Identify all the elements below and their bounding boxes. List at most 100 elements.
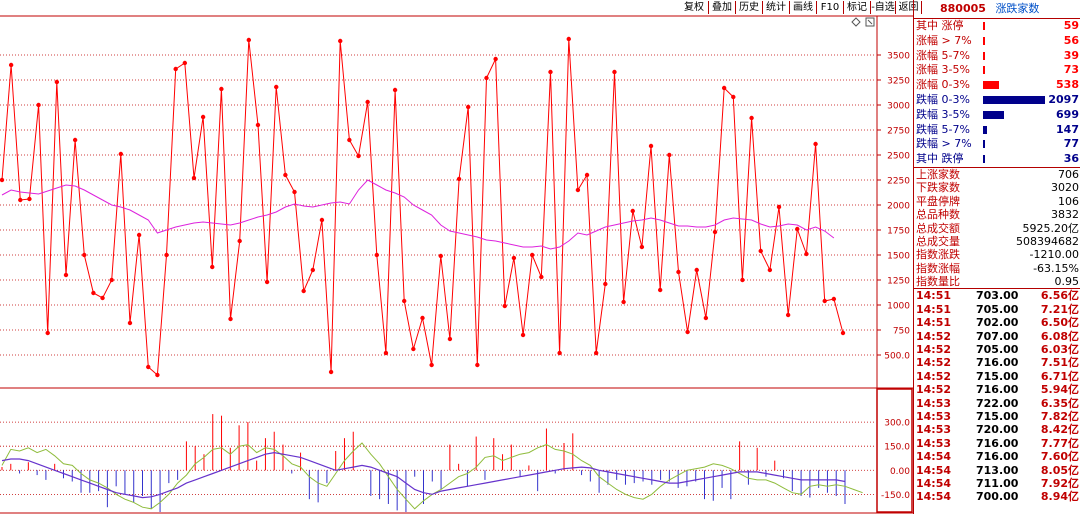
toolbar-button-5[interactable]: F10 <box>817 1 844 14</box>
stat-value: 39 <box>1063 48 1079 62</box>
stat-label: 跌幅 0-3% <box>916 92 970 106</box>
stat-bar <box>983 140 986 149</box>
data-point <box>164 252 169 258</box>
data-point <box>731 94 736 100</box>
stats-list: 其中 涨停 59 涨幅 > 7% 56 涨幅 5-7% 39 涨幅 3-5% 73 涨幅 0-3… <box>914 19 1080 167</box>
right-panel: 880005 涨跌家数 其中 涨停 59 涨幅 > 7% 56 涨幅 5-7% 39 涨幅 … <box>913 0 1080 514</box>
stat-row: 跌幅 0-3% 2097 <box>914 93 1080 108</box>
data-point <box>767 267 773 273</box>
data-point <box>374 252 379 258</box>
toolbar-button-8[interactable]: 返回 <box>896 1 922 14</box>
toolbar-button-0[interactable]: 复权 <box>680 1 709 14</box>
data-point <box>0 177 5 183</box>
summary-row: 总成交额 5925.20亿 <box>914 222 1080 235</box>
advance-count-line <box>1 38 844 377</box>
stat-label: 涨幅 > 7% <box>916 33 972 47</box>
upper-tick-label: 3250 <box>887 77 910 87</box>
tick-amount: 8.05亿 <box>1040 463 1079 477</box>
data-point <box>776 204 782 210</box>
data-point <box>301 288 306 294</box>
data-point <box>356 153 361 159</box>
stat-label: 涨幅 5-7% <box>916 48 970 62</box>
summary-value: -63.15% <box>1033 261 1079 275</box>
data-point <box>813 141 818 147</box>
upper-tick-label: 1750 <box>887 227 910 237</box>
toolbar-button-3[interactable]: 统计 <box>763 1 790 14</box>
data-point <box>785 312 791 318</box>
toolbar-button-4[interactable]: 画线 <box>790 1 817 14</box>
upper-tick-label: 1500 <box>887 252 910 262</box>
data-point <box>584 172 590 178</box>
tick-amount: 7.82亿 <box>1040 410 1079 423</box>
summary-row: 下跌家数 3020 <box>914 181 1080 194</box>
tick-row: 14:51 702.00 6.50亿 <box>914 316 1080 329</box>
summary-value: 3020 <box>1051 181 1079 195</box>
summary-label: 总成交额 <box>916 221 960 235</box>
data-point <box>804 251 809 257</box>
stat-label: 涨幅 0-3% <box>916 78 970 92</box>
summary-list: 上涨家数 706 下跌家数 3020 平盘停牌 106 总品种数 3832 总成交额 5925.2… <box>914 168 1080 289</box>
data-point <box>255 122 261 128</box>
upper-tick-label: 1000 <box>887 302 910 312</box>
tick-list[interactable]: 14:51 703.00 6.56亿 14:51 705.00 7.21亿 14:51 702… <box>914 289 1080 503</box>
tick-row: 14:53 715.00 7.82亿 <box>914 410 1080 423</box>
stat-bar <box>983 95 1045 104</box>
stat-value: 59 <box>1063 19 1079 32</box>
tick-price: 716.00 <box>976 450 1019 464</box>
data-point <box>438 253 443 259</box>
upper-tick-label: 2750 <box>887 127 910 137</box>
summary-row: 平盘停牌 106 <box>914 195 1080 208</box>
summary-value: 106 <box>1058 194 1079 208</box>
data-point <box>447 336 453 342</box>
upper-chart <box>0 36 846 378</box>
data-point <box>155 372 160 378</box>
data-point <box>712 229 718 235</box>
stat-bar <box>983 22 985 30</box>
toolbar-button-7[interactable]: -自选 <box>871 1 896 14</box>
tick-row: 14:52 716.00 7.51亿 <box>914 356 1080 369</box>
data-point <box>685 329 690 335</box>
tick-time: 14:52 <box>916 329 952 343</box>
tick-amount: 6.08亿 <box>1040 329 1079 343</box>
tick-price: 715.00 <box>976 410 1019 423</box>
data-point <box>210 264 215 270</box>
data-point <box>146 364 151 370</box>
data-point <box>758 248 763 254</box>
stat-row: 涨幅 3-5% 73 <box>914 63 1080 78</box>
data-point <box>191 175 197 181</box>
tick-price: 716.00 <box>976 436 1019 450</box>
tick-time: 14:53 <box>916 436 952 450</box>
data-point <box>8 62 14 68</box>
summary-label: 指数涨幅 <box>916 261 960 275</box>
data-point <box>82 252 87 258</box>
data-point <box>703 315 709 321</box>
upper-tick-label: 750 <box>893 327 910 337</box>
upper-tick-label: 2250 <box>887 177 910 187</box>
tick-price: 722.00 <box>976 396 1019 410</box>
upper-tick-label: 3000 <box>887 102 910 112</box>
axis-labels: 3500 3250 3000 2750 2500 2250 2000 1750 1500 1250… <box>881 52 910 501</box>
stat-bar <box>983 36 985 45</box>
data-point <box>45 330 50 336</box>
toolbar-button-2[interactable]: 历史 <box>736 1 763 14</box>
summary-label: 上涨家数 <box>916 167 960 181</box>
data-point <box>54 79 60 85</box>
tick-time: 14:54 <box>916 463 952 477</box>
data-point <box>612 69 617 75</box>
tick-price: 705.00 <box>976 343 1019 357</box>
tick-time: 14:54 <box>916 450 952 464</box>
data-point <box>200 114 206 120</box>
stat-label: 涨幅 3-5% <box>916 63 970 77</box>
stat-bar <box>983 155 985 164</box>
toolbar-button-6[interactable]: 标记 <box>844 1 871 14</box>
stat-value: 538 <box>1056 78 1079 92</box>
data-point <box>383 350 389 356</box>
slow-average-line <box>1 451 846 499</box>
stat-row: 涨幅 5-7% 39 <box>914 49 1080 64</box>
data-point <box>292 189 297 195</box>
toolbar-button-1[interactable]: 叠加 <box>709 1 736 14</box>
stat-row: 涨幅 > 7% 56 <box>914 34 1080 49</box>
tick-row: 14:54 713.00 8.05亿 <box>914 464 1080 477</box>
tick-price: 703.00 <box>976 289 1019 303</box>
data-point <box>27 196 32 202</box>
